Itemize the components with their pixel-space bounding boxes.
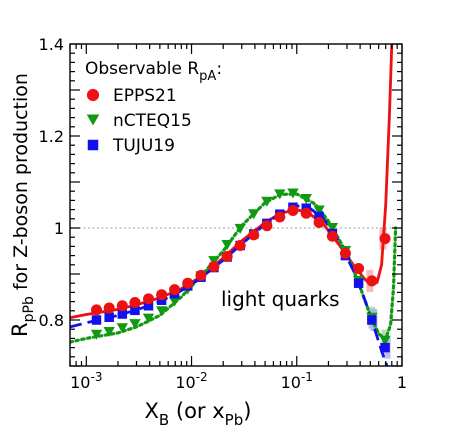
data-point-epps21 xyxy=(129,297,141,309)
y-axis-title: RpPb for Z-boson production xyxy=(8,73,37,337)
data-point-tuju19 xyxy=(367,315,377,325)
data-point-epps21 xyxy=(353,262,365,274)
data-point-ncteq15 xyxy=(116,323,129,334)
data-point-ncteq15 xyxy=(234,223,246,234)
data-point-ncteq15 xyxy=(155,306,168,317)
data-point-epps21 xyxy=(379,233,391,245)
legend-label-epps21: EPPS21 xyxy=(113,86,177,106)
legend-marker-tuju19 xyxy=(87,139,99,151)
data-point-tuju19 xyxy=(117,309,128,319)
data-point-epps21 xyxy=(261,220,273,232)
x-tick-label: 10-2 xyxy=(175,370,207,392)
data-point-ncteq15 xyxy=(274,189,286,200)
legend-header: Observable RpA: xyxy=(85,59,222,84)
data-point-ncteq15 xyxy=(287,188,299,199)
data-point-epps21 xyxy=(169,284,181,296)
data-point-epps21 xyxy=(221,251,233,263)
legend-marker-ncteq15 xyxy=(86,114,100,126)
x-axis-title: XB (or xPb) xyxy=(145,399,252,429)
data-point-ncteq15 xyxy=(313,205,325,216)
data-point-epps21 xyxy=(156,289,168,301)
data-point-ncteq15 xyxy=(142,313,155,324)
data-point-tuju19 xyxy=(353,278,364,288)
data-point-tuju19 xyxy=(156,295,167,305)
data-point-tuju19 xyxy=(314,211,324,222)
data-point-epps21 xyxy=(103,302,115,314)
annotation-text: light quarks xyxy=(221,287,340,311)
data-point-ncteq15 xyxy=(129,319,141,330)
data-point-epps21 xyxy=(274,211,286,223)
data-point-ncteq15 xyxy=(221,240,233,251)
x-tick-label: 10-1 xyxy=(281,370,313,392)
data-point-tuju19 xyxy=(130,305,140,316)
curve-ncteq15 xyxy=(70,192,398,344)
data-point-ncteq15 xyxy=(326,223,339,233)
data-point-epps21 xyxy=(142,293,155,305)
data-point-epps21 xyxy=(116,300,128,312)
data-point-epps21 xyxy=(90,304,103,316)
data-point-epps21 xyxy=(248,229,260,241)
legend-label-tuju19: TUJU19 xyxy=(112,136,175,156)
data-point-ncteq15 xyxy=(248,209,260,220)
data-point-tuju19 xyxy=(104,312,114,322)
legend-marker-epps21 xyxy=(86,88,100,102)
data-point-tuju19 xyxy=(91,315,102,325)
data-point-ncteq15 xyxy=(261,196,273,207)
data-point-epps21 xyxy=(287,205,299,217)
data-point-tuju19 xyxy=(380,342,390,353)
legend: Observable RpA:EPPS21 nCTEQ15 TUJU19 xyxy=(85,59,222,156)
axes-layer: 10-3 10-2 10-1 1 0.8 1 1.2 1.4 XB (or xPb) RpPb f… xyxy=(8,35,407,429)
y-tick-label: 1.4 xyxy=(39,35,64,54)
data-point-epps21 xyxy=(313,216,325,228)
y-tick-label: 0.8 xyxy=(39,311,64,330)
data-point-epps21 xyxy=(234,239,246,251)
data-point-ncteq15 xyxy=(168,296,181,307)
data-point-ncteq15 xyxy=(300,194,312,205)
data-point-ncteq15 xyxy=(90,329,103,340)
legend-label-ncteq15: nCTEQ15 xyxy=(113,111,192,131)
data-point-epps21 xyxy=(195,269,207,281)
y-tick-label: 1.2 xyxy=(39,127,64,146)
x-tick-label: 10-3 xyxy=(70,370,102,392)
x-tick-label: 1 xyxy=(397,373,407,392)
data-point-epps21 xyxy=(300,207,312,219)
data-point-ncteq15 xyxy=(208,256,220,267)
data-point-epps21 xyxy=(366,275,378,287)
plot-frame xyxy=(69,43,403,367)
data-point-tuju19 xyxy=(143,300,154,311)
marker-layer xyxy=(90,188,391,353)
curve-tuju19 xyxy=(70,204,389,366)
data-point-ncteq15 xyxy=(379,335,391,346)
data-point-epps21 xyxy=(339,247,351,259)
annotation-layer: light quarks xyxy=(221,287,340,311)
data-point-epps21 xyxy=(208,261,220,273)
data-point-epps21 xyxy=(182,277,194,289)
data-point-epps21 xyxy=(326,230,338,242)
y-tick-label: 1 xyxy=(54,219,64,238)
data-point-ncteq15 xyxy=(103,326,115,337)
